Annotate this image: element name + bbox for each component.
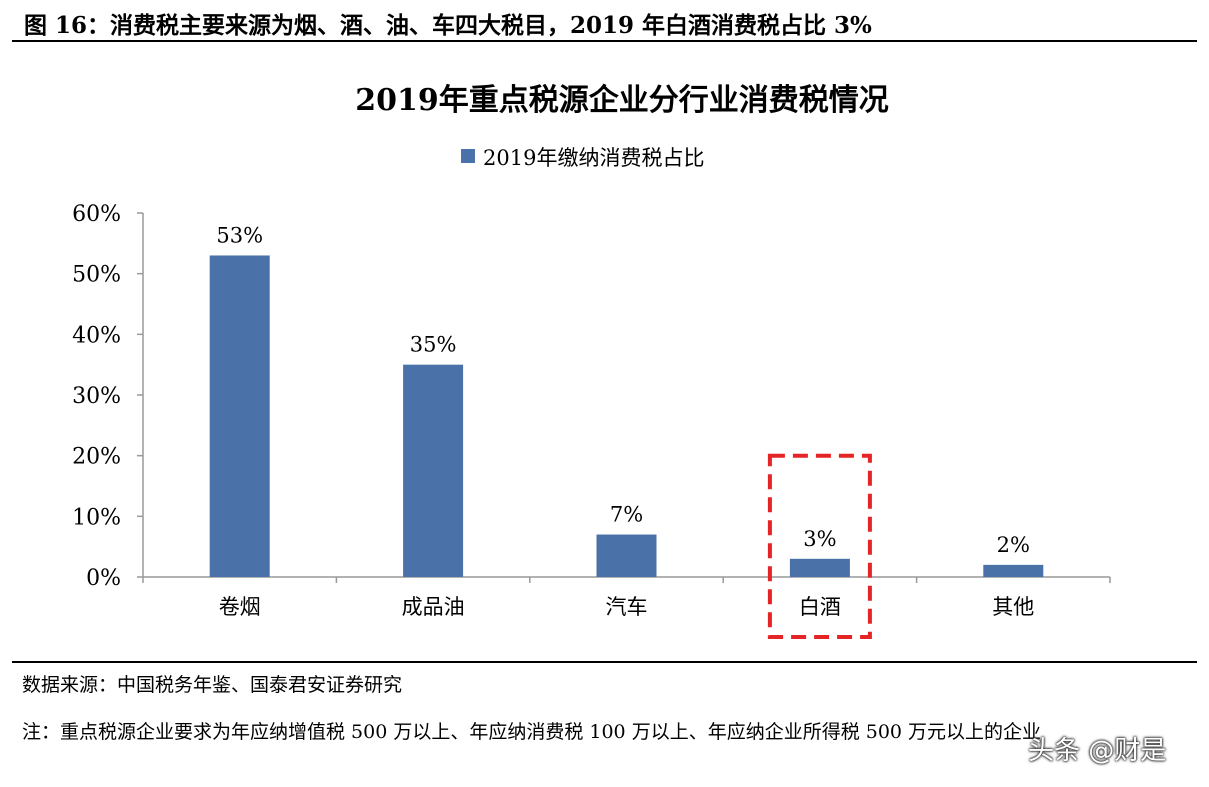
watermark: 头条 @财是 <box>1028 736 1167 766</box>
x-tick-label: 汽车 <box>606 595 648 619</box>
x-tick-label: 卷烟 <box>219 595 261 619</box>
data-label: 35% <box>410 333 457 357</box>
bar <box>209 255 270 577</box>
legend-swatch <box>461 149 475 163</box>
y-tick-label: 10% <box>72 505 121 530</box>
bar <box>596 534 657 577</box>
data-label: 7% <box>610 503 643 527</box>
x-tick-label: 其他 <box>992 595 1034 619</box>
legend: 2019年缴纳消费税占比 <box>461 146 704 170</box>
data-label: 3% <box>803 527 836 551</box>
y-tick-label: 0% <box>86 566 121 591</box>
y-tick-label: 60% <box>72 202 121 227</box>
data-source: 数据来源：中国税务年鉴、国泰君安证券研究 <box>22 674 403 696</box>
figure-title: 图 16：消费税主要来源为烟、酒、油、车四大税目，2019 年白酒消费税占比 3… <box>24 12 872 39</box>
data-label: 2% <box>997 533 1030 557</box>
legend-label: 2019年缴纳消费税占比 <box>483 146 704 170</box>
bar <box>403 364 464 577</box>
plot-area: 0% 10% 20% 30% 40% 50% 60% 53% 卷烟 35% 成品油 7% 汽车 3% 白酒 2… <box>72 202 1111 639</box>
footnote: 注：重点税源企业要求为年应纳增值税 500 万以上、年应纳消费税 100 万以上… <box>22 721 1042 743</box>
highlight-box <box>767 453 872 639</box>
y-tick-label: 30% <box>72 384 121 409</box>
y-tick-label: 50% <box>72 263 121 288</box>
data-label: 53% <box>216 223 263 247</box>
chart-title: 2019年重点税源企业分行业消费税情况 <box>355 83 889 118</box>
y-tick-label: 40% <box>72 323 121 348</box>
footer-divider <box>12 661 1197 663</box>
figure-header: 图 16：消费税主要来源为烟、酒、油、车四大税目，2019 年白酒消费税占比 3… <box>12 0 1197 42</box>
bar <box>983 564 1044 577</box>
x-tick-label: 白酒 <box>799 595 841 619</box>
bar <box>789 558 850 577</box>
x-tick-label: 成品油 <box>402 595 465 619</box>
y-tick-label: 20% <box>72 445 121 470</box>
bar-chart: 2019年重点税源企业分行业消费税情况 2019年缴纳消费税占比 0% 10% 20… <box>72 83 1111 639</box>
